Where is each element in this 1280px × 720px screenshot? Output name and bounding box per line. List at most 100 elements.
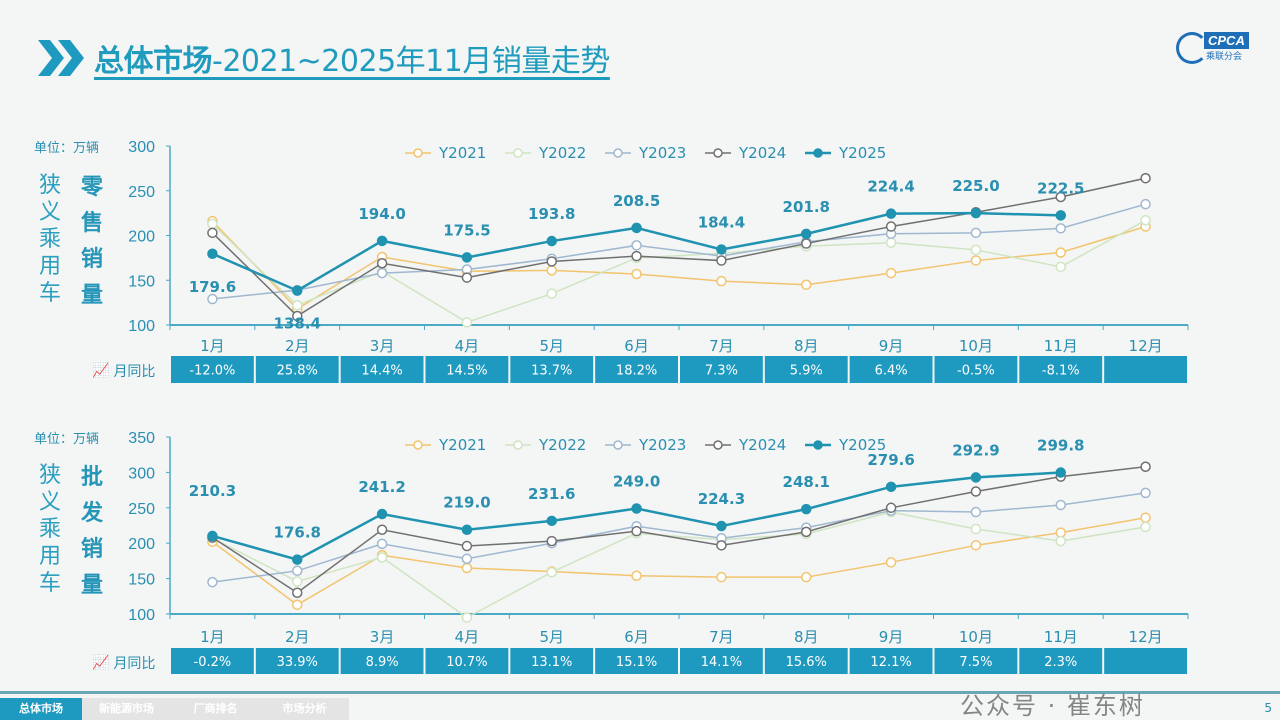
data-point-Y2024 <box>716 540 727 551</box>
data-point-Y2024 <box>631 250 642 262</box>
data-point-Y2023 <box>1140 198 1151 210</box>
yoy-label-text: 月同比 <box>113 364 156 380</box>
data-point-Y2023 <box>207 293 218 305</box>
data-point-Y2025 <box>970 472 982 483</box>
legend-marker-Y2024 <box>713 440 723 450</box>
data-point-Y2023 <box>461 553 473 565</box>
data-point-Y2025 <box>461 252 473 263</box>
series-line-Y2022 <box>212 511 1146 619</box>
yoy-cell <box>680 648 763 674</box>
y-tick-label: 300 <box>128 465 155 482</box>
x-tick-label: 11月 <box>1044 337 1078 355</box>
data-point-Y2021 <box>716 275 727 287</box>
data-point-Y2024 <box>1055 191 1066 203</box>
yoy-label: 📈 月同比 <box>92 361 155 381</box>
data-point-Y2024 <box>207 227 218 239</box>
data-point-Y2025 <box>885 208 897 219</box>
yoy-value: -8.1% <box>1042 364 1080 379</box>
footer-divider <box>0 691 1280 694</box>
data-label: 222.5 <box>1037 179 1084 197</box>
y-tick-label: 200 <box>128 229 155 246</box>
yoy-value: 7.5% <box>959 655 992 670</box>
unit-label: 单位：万辆 <box>34 141 100 156</box>
yoy-cell <box>934 356 1018 383</box>
data-point-Y2025 <box>1055 210 1066 221</box>
tab-nev-market[interactable]: 新能源市场 <box>82 698 171 720</box>
data-point-Y2023 <box>1140 487 1151 499</box>
yoy-value: 7.3% <box>705 364 738 379</box>
yoy-cell <box>1019 648 1103 674</box>
data-point-Y2024 <box>292 587 303 599</box>
data-point-Y2023 <box>207 576 218 588</box>
data-point-Y2022 <box>1140 215 1151 226</box>
y-tick-label: 100 <box>128 607 155 624</box>
yoy-value: 5.9% <box>790 364 823 379</box>
data-point-Y2022 <box>207 218 218 230</box>
x-tick-label: 7月 <box>709 337 734 355</box>
tab-overall-market[interactable]: 总体市场 <box>0 698 82 720</box>
data-point-Y2021 <box>970 540 982 551</box>
data-point-Y2025 <box>801 503 812 515</box>
data-label: 176.8 <box>274 524 321 542</box>
data-point-Y2024 <box>376 524 388 535</box>
legend-marker-Y2025 <box>813 440 823 450</box>
data-label: 224.3 <box>698 490 745 508</box>
data-point-Y2021 <box>1055 527 1066 538</box>
data-label: 175.5 <box>443 221 490 239</box>
data-point-Y2024 <box>376 257 388 269</box>
tab-maker-ranking[interactable]: 厂商排名 <box>171 698 260 720</box>
data-point-Y2024 <box>1140 461 1151 472</box>
data-point-Y2021 <box>885 267 897 279</box>
data-point-Y2022 <box>376 552 388 563</box>
data-point-Y2024 <box>546 535 557 547</box>
data-point-Y2021 <box>1055 247 1066 258</box>
yoy-cell <box>340 648 424 674</box>
data-point-Y2021 <box>970 255 982 266</box>
trend-chart-icon: 📈 <box>92 655 110 671</box>
data-point-Y2022 <box>292 576 303 587</box>
x-tick-label: 3月 <box>370 337 395 355</box>
series-line-Y2024 <box>212 465 1146 594</box>
legend-label-Y2023: Y2023 <box>638 436 686 454</box>
title-rest: -2021~2025年11月销量走势 <box>212 44 610 79</box>
y-tick-label: 300 <box>128 139 155 156</box>
yoy-cell <box>340 356 424 383</box>
yoy-cell <box>171 356 254 383</box>
data-point-Y2025 <box>292 285 303 296</box>
data-label: 208.5 <box>613 192 660 210</box>
yoy-cell <box>510 356 594 383</box>
yoy-value: 13.1% <box>531 655 572 670</box>
data-point-Y2025 <box>716 244 727 255</box>
data-label: 231.6 <box>528 485 575 503</box>
series-line-Y2024 <box>211 177 1146 317</box>
x-tick-label: 8月 <box>794 628 819 646</box>
data-point-Y2025 <box>801 228 812 240</box>
page-header: 总体市场-2021~2025年11月销量走势 <box>36 36 610 80</box>
data-point-Y2024 <box>461 272 473 283</box>
series-line-Y2021 <box>211 516 1146 606</box>
chart-2: 100 150 200 250 300 350 1月 2月 3月 4月 5月 6月 7月 8月 9月 10月 1… <box>128 430 1189 674</box>
data-point-Y2024 <box>801 238 812 249</box>
data-point-Y2024 <box>970 486 982 497</box>
data-point-Y2023 <box>376 267 388 279</box>
yoy-value: 14.4% <box>361 364 402 379</box>
data-point-Y2024 <box>546 256 557 267</box>
data-label: 249.0 <box>613 473 660 491</box>
series-line-Y2022 <box>211 219 1146 324</box>
data-point-Y2021 <box>801 279 812 290</box>
data-point-Y2024 <box>1140 172 1151 184</box>
yoy-value: 13.7% <box>531 364 572 379</box>
data-point-Y2022 <box>1055 535 1066 547</box>
yoy-label-text: 月同比 <box>113 656 156 672</box>
x-tick-label: 9月 <box>879 337 904 355</box>
x-tick-label: 12月 <box>1129 628 1163 646</box>
legend-label-Y2024: Y2024 <box>738 144 786 162</box>
yoy-value: 12.1% <box>870 655 911 670</box>
tab-market-analysis[interactable]: 市场分析 <box>260 698 349 720</box>
legend-label-Y2022: Y2022 <box>538 436 586 454</box>
yoy-cell <box>171 648 254 674</box>
side-label-category: 狭义乘用车 <box>38 463 61 596</box>
data-label: 225.0 <box>952 177 999 195</box>
watermark: 公众号 · 崔东树 <box>960 692 1145 720</box>
